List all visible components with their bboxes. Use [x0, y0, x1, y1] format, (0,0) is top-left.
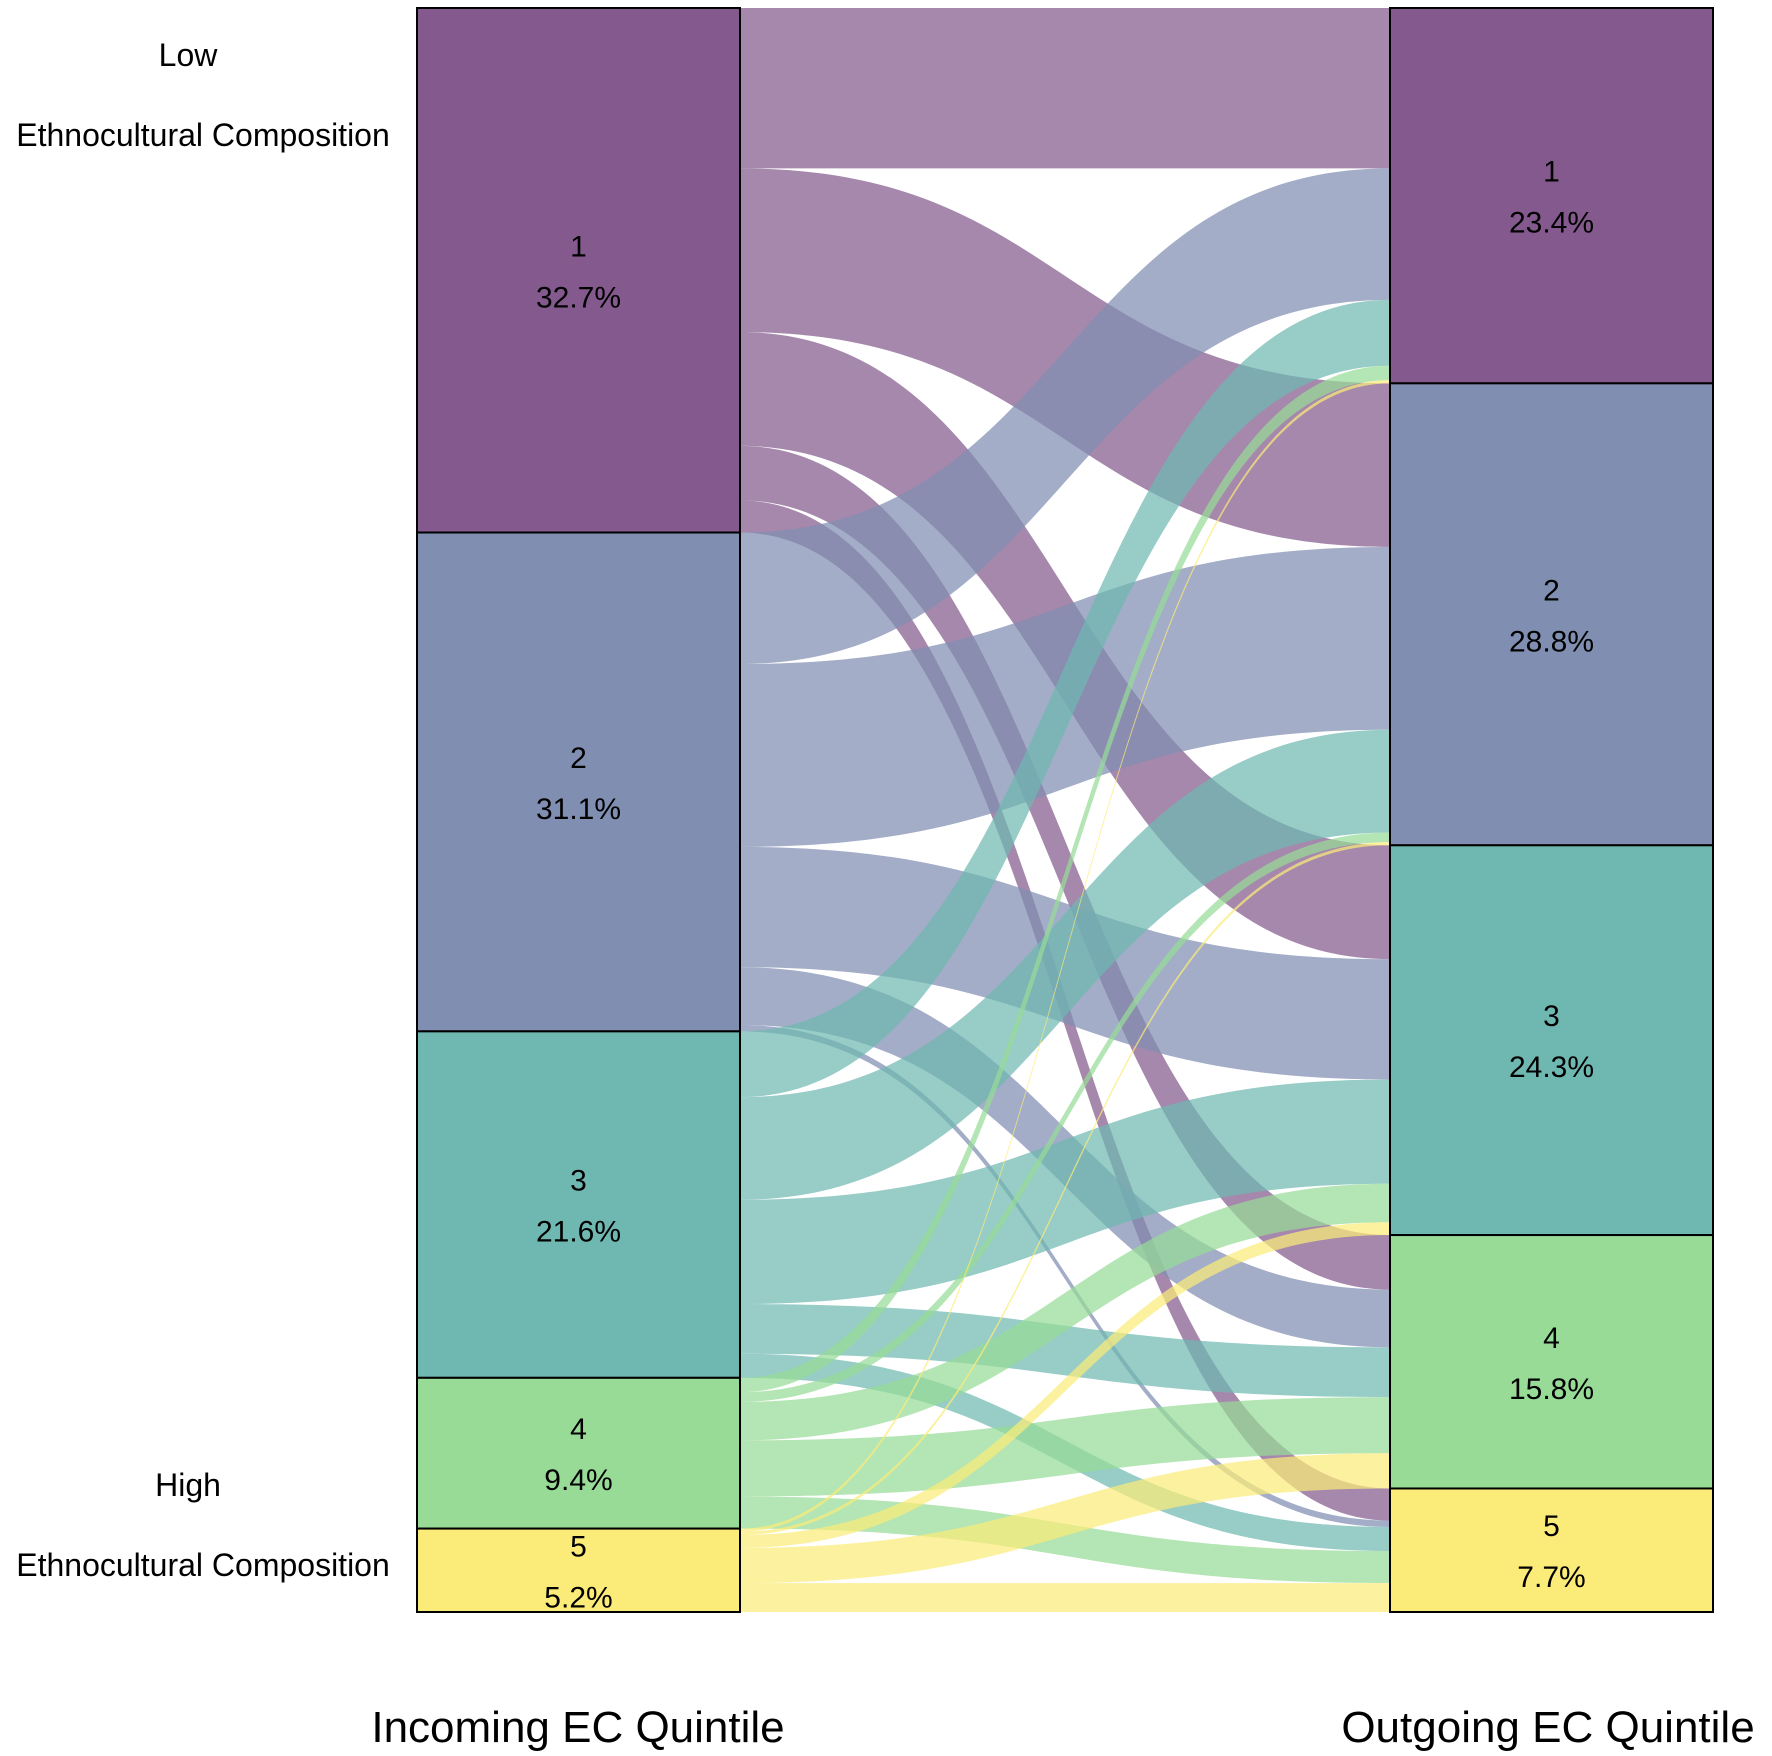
outgoing-node-pct-4: 15.8% [1509, 1373, 1594, 1406]
low-ec-label: Ethnocultural Composition [16, 117, 390, 153]
incoming-node-2: 2 31.1% [416, 531, 741, 1033]
incoming-node-pct-1: 32.7% [536, 281, 621, 314]
outgoing-node-pct-1: 23.4% [1509, 207, 1594, 240]
incoming-node-rect-4 [416, 1376, 741, 1530]
nodes-layer: 1 32.7% 2 31.1% 3 21.6% 4 9.4% 5 5.2% 1 23.4% 2 28.8%… [416, 7, 1714, 1614]
flow-3-to-3 [740, 1079, 1390, 1305]
flow-2-to-1 [740, 168, 1390, 665]
outgoing-node-rect-4 [1389, 1234, 1714, 1490]
incoming-node-pct-5: 5.2% [544, 1581, 612, 1614]
flows-layer [740, 8, 1390, 1612]
outgoing-node-label-5: 5 [1543, 1510, 1560, 1543]
outgoing-node-label-3: 3 [1543, 1000, 1560, 1033]
flow-3-to-4 [740, 1304, 1390, 1398]
incoming-node-3: 3 21.6% [416, 1030, 741, 1379]
outgoing-node-2: 2 28.8% [1389, 382, 1714, 847]
incoming-node-label-5: 5 [570, 1530, 587, 1563]
incoming-node-label-2: 2 [570, 742, 587, 775]
outgoing-node-pct-5: 7.7% [1517, 1561, 1585, 1594]
incoming-node-rect-1 [416, 7, 741, 534]
flow-2-to-5 [740, 1024, 1390, 1527]
flow-4-to-3 [740, 1183, 1390, 1441]
flow-5-to-3 [740, 1222, 1390, 1548]
flow-1-to-1 [740, 8, 1390, 169]
flow-3-to-2 [740, 729, 1390, 1200]
outgoing-node-label-2: 2 [1543, 574, 1560, 607]
incoming-node-rect-3 [416, 1030, 741, 1379]
outgoing-node-rect-2 [1389, 382, 1714, 847]
outgoing-axis-title: Outgoing EC Quintile [1341, 1703, 1754, 1752]
incoming-node-pct-3: 21.6% [536, 1216, 621, 1249]
outgoing-node-rect-3 [1389, 844, 1714, 1237]
incoming-node-1: 1 32.7% [416, 7, 741, 534]
high-label: High [155, 1467, 221, 1503]
flow-1-to-4 [740, 445, 1390, 1290]
incoming-node-label-1: 1 [570, 230, 587, 263]
flow-4-to-5 [740, 1496, 1390, 1584]
incoming-node-pct-2: 31.1% [536, 793, 621, 826]
flow-4-to-2 [740, 832, 1390, 1402]
flow-5-to-2 [740, 842, 1390, 1536]
flow-3-to-1 [740, 299, 1390, 1098]
flow-5-to-1 [740, 380, 1390, 1532]
flow-5-to-4 [740, 1453, 1390, 1584]
incoming-node-label-3: 3 [570, 1165, 587, 1198]
outgoing-node-label-4: 4 [1543, 1322, 1560, 1355]
incoming-node-4: 4 9.4% [416, 1376, 741, 1530]
high-ec-label: Ethnocultural Composition [16, 1547, 390, 1583]
incoming-node-pct-4: 9.4% [544, 1464, 612, 1497]
incoming-node-5: 5 5.2% [416, 1527, 741, 1614]
flow-5-to-5 [740, 1583, 1390, 1612]
outgoing-node-rect-1 [1389, 7, 1714, 385]
incoming-axis-title: Incoming EC Quintile [371, 1703, 784, 1752]
outgoing-node-label-1: 1 [1543, 156, 1560, 189]
outgoing-node-pct-3: 24.3% [1509, 1051, 1594, 1084]
incoming-node-rect-2 [416, 531, 741, 1033]
flow-4-to-4 [740, 1397, 1390, 1497]
outgoing-node-rect-5 [1389, 1487, 1714, 1613]
outgoing-node-pct-2: 28.8% [1509, 625, 1594, 658]
outgoing-node-1: 1 23.4% [1389, 7, 1714, 385]
outgoing-node-4: 4 15.8% [1389, 1234, 1714, 1490]
incoming-node-rect-5 [416, 1527, 741, 1614]
flow-4-to-1 [740, 365, 1390, 1393]
outgoing-node-5: 5 7.7% [1389, 1487, 1714, 1613]
outgoing-node-3: 3 24.3% [1389, 844, 1714, 1237]
low-label: Low [159, 37, 219, 73]
incoming-node-label-4: 4 [570, 1413, 587, 1446]
